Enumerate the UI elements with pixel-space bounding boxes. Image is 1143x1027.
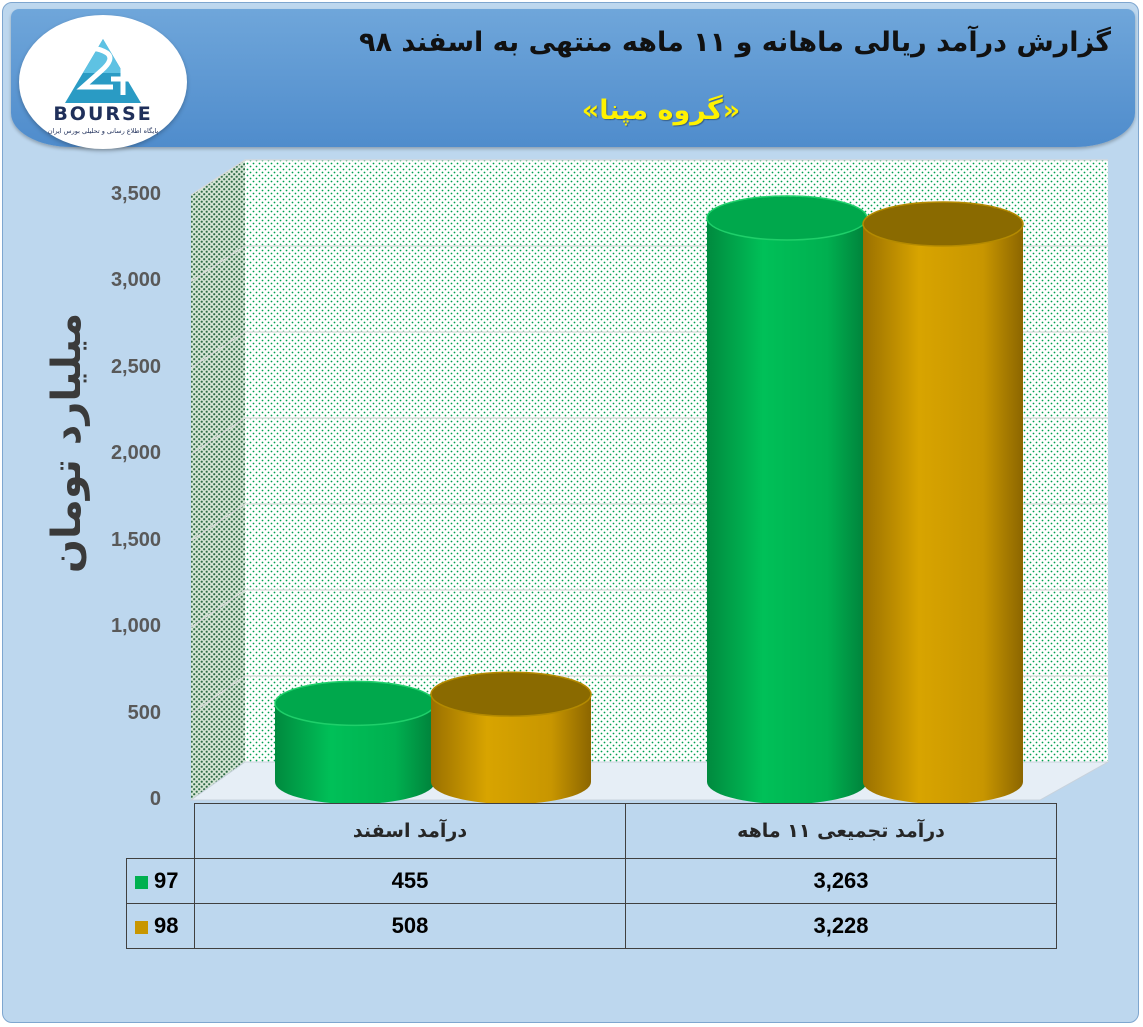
table-row: 98 508 3,228 [126,903,1057,949]
y-tick-label: 3,000 [110,269,161,292]
logo-word: BOURSE [53,103,153,125]
bar-top [430,671,592,717]
table-corner [126,803,195,859]
chart-subtitle: «گروه مپنا» [581,95,741,126]
logo-tagline: پایگاه اطلاع رسانی و تحلیلی بورس ایران [47,127,159,135]
bar-body [431,694,591,804]
side-wall [191,160,245,800]
legend-label: 97 [154,868,179,893]
y-tick-label: 1,500 [110,528,161,551]
y-tick-label: 2,500 [110,355,161,378]
data-label: 508 [194,903,626,949]
y-tick-label: 2,000 [110,442,161,465]
bar-97 [274,680,436,804]
bar-97 [706,195,868,804]
bar-98 [862,201,1024,804]
bar-98 [430,671,592,804]
bars [274,195,1024,804]
bar-body [707,217,867,804]
y-tick-label: 3,500 [110,183,161,205]
y-tick-label: 500 [127,701,161,724]
data-label: 3,263 [625,858,1057,904]
bar-chart [189,159,1110,804]
bar-body [863,224,1023,804]
legend-key-98: 98 [126,903,195,949]
bar-top [274,680,436,727]
bar-top [862,201,1024,247]
bourse-logo: BOURSE پایگاه اطلاع رسانی و تحلیلی بورس … [19,15,187,149]
table-header-row: درآمد اسفند درآمد تجمیعی ۱۱ ماهه [126,803,1057,859]
y-tick-label: 1,000 [110,615,161,638]
legend-swatch [135,920,148,934]
data-table: درآمد اسفند درآمد تجمیعی ۱۱ ماهه 97 455 … [126,803,1057,949]
legend-label: 98 [154,913,179,938]
table-row: 97 455 3,263 [126,858,1057,904]
grid-line [190,159,1108,196]
bar-top [706,195,868,241]
data-label: 455 [194,858,626,904]
title-banner: گزارش درآمد ریالی ماهانه و ۱۱ ماهه منتهی… [11,9,1135,147]
category-label: درآمد اسفند [194,803,626,859]
data-label: 3,228 [625,903,1057,949]
legend-swatch [135,875,148,889]
y-tick-label: 0 [149,788,161,810]
bourse-24-logo-icon [65,39,141,103]
category-label: درآمد تجمیعی ۱۱ ماهه [625,803,1057,859]
chart-title: گزارش درآمد ریالی ماهانه و ۱۱ ماهه منتهی… [359,27,1111,58]
bar-body [275,703,435,804]
legend-key-97: 97 [126,858,195,904]
